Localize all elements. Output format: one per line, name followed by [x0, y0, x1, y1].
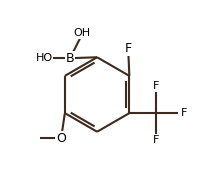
Text: F: F [125, 42, 132, 55]
Text: OH: OH [74, 28, 91, 38]
Text: F: F [153, 81, 159, 91]
Text: O: O [56, 132, 66, 145]
Text: B: B [66, 52, 74, 65]
Text: F: F [181, 108, 187, 118]
Text: F: F [153, 135, 159, 145]
Text: HO: HO [35, 53, 53, 63]
